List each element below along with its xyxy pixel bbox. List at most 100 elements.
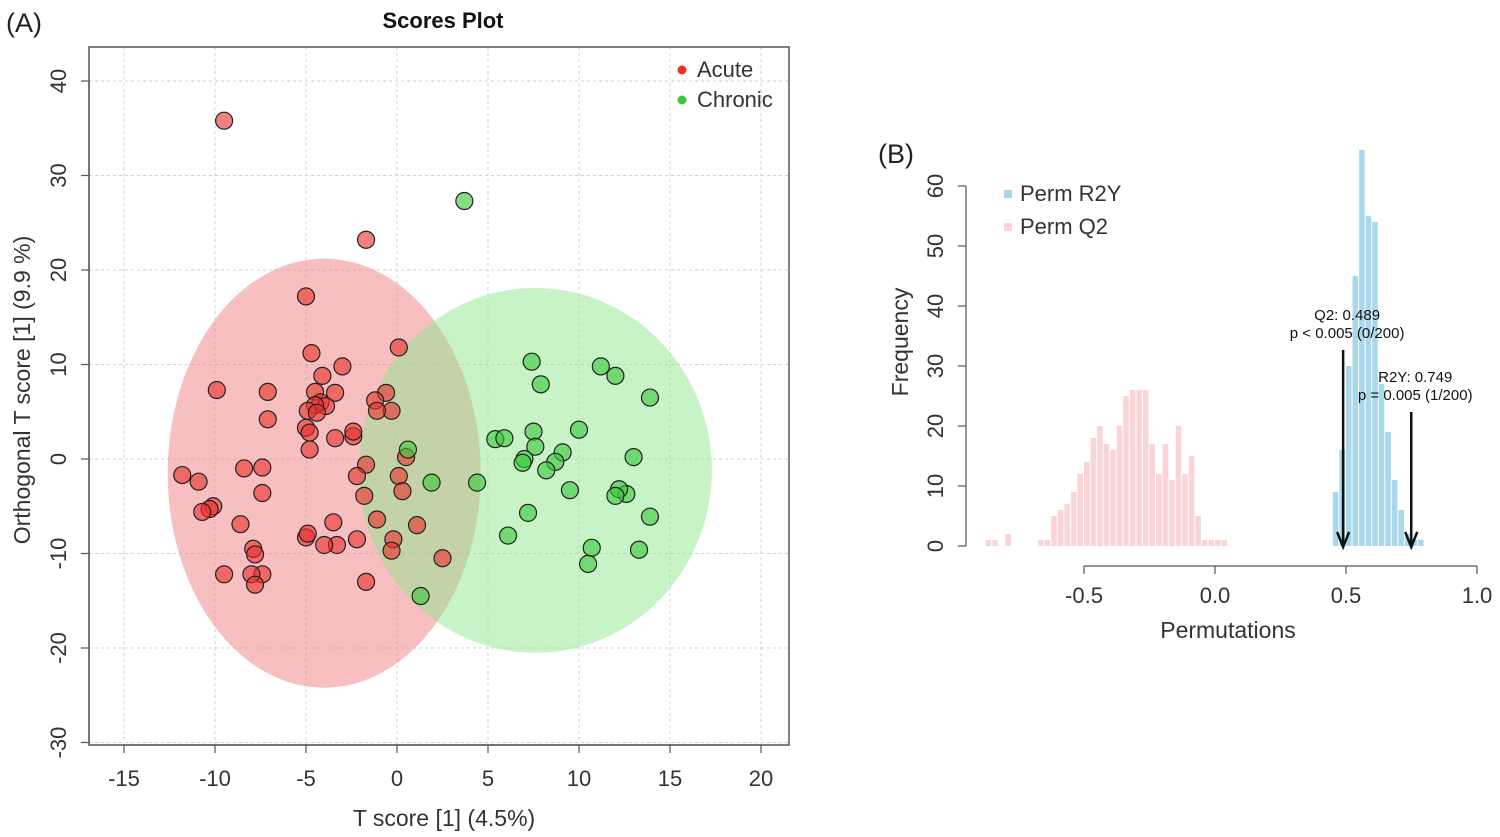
annotation-pvalue: p = 0.005 (1/200) xyxy=(1358,387,1473,404)
acute-point xyxy=(355,486,374,505)
q2-bar xyxy=(1077,474,1083,546)
chronic-point xyxy=(624,448,643,467)
r2y-bar xyxy=(1398,510,1404,546)
scores-x-axis-label: T score [1] (4.5%) xyxy=(353,805,535,831)
q2-bar xyxy=(1188,456,1195,546)
annotation-arrow-head xyxy=(1404,531,1419,551)
x-tick-label: -5 xyxy=(296,766,316,791)
y-tick-label: 40 xyxy=(46,69,71,93)
acute-point xyxy=(356,572,376,591)
scores-plot: Scores Plot -15 -10 -5 0 5 10 15 20 -30 -20 -10 0 10… xyxy=(9,8,790,831)
acute-point xyxy=(367,401,387,420)
q2-bar xyxy=(1110,450,1116,546)
y-tick-label: 0 xyxy=(46,453,71,465)
acute-point xyxy=(315,535,334,555)
acute-point xyxy=(258,382,277,402)
permutation-axes: 0 10 20 30 40 50 60 -0.5 0.0 0.5 1.0 xyxy=(923,174,1492,608)
q2-bar xyxy=(1090,438,1097,546)
q2-bar xyxy=(1070,492,1077,546)
acute-point xyxy=(193,502,212,522)
q2-bar xyxy=(1208,540,1214,546)
q2-bar xyxy=(1123,396,1129,546)
q2-bar xyxy=(1169,480,1175,546)
acute-point xyxy=(326,429,345,448)
q2-bar xyxy=(1215,540,1221,546)
r2y-bar xyxy=(1346,366,1352,546)
acute-point xyxy=(298,524,317,543)
y-tick-label: 30 xyxy=(923,354,948,378)
scores-axes: -15 -10 -5 0 5 10 15 20 -30 -20 -10 0 10 20 30 40 xyxy=(46,69,773,791)
x-tick-label: 1.0 xyxy=(1462,583,1493,608)
x-tick-label: 0.0 xyxy=(1200,583,1231,608)
r2y-bar xyxy=(1385,432,1391,546)
acute-point xyxy=(344,422,363,441)
chronic-point xyxy=(640,507,660,526)
q2-bar xyxy=(1044,540,1051,546)
chronic-point xyxy=(498,526,518,545)
acute-point xyxy=(215,111,234,130)
chronic-point xyxy=(513,453,532,472)
q2-bar xyxy=(1129,390,1136,546)
x-tick-label: -0.5 xyxy=(1065,583,1103,608)
acute-point xyxy=(393,482,412,501)
q2-bar xyxy=(1116,426,1123,546)
scores-points xyxy=(173,111,660,606)
chronic-point xyxy=(569,420,589,439)
r2y-bar xyxy=(1365,216,1372,546)
chronic-point xyxy=(578,554,598,573)
q2-bar xyxy=(1038,540,1044,546)
legend-chronic-label: Chronic xyxy=(697,87,773,112)
y-tick-label: 30 xyxy=(46,163,71,187)
y-tick-label: -30 xyxy=(46,727,71,759)
chronic-point xyxy=(640,388,660,407)
x-tick-label: 0 xyxy=(391,766,403,791)
legend-acute-label: Acute xyxy=(697,57,753,82)
y-tick-label: 10 xyxy=(46,352,71,376)
acute-point xyxy=(235,459,254,478)
chronic-ellipse xyxy=(358,287,712,653)
acute-point xyxy=(326,383,345,402)
legend-q2-label: Perm Q2 xyxy=(1020,214,1108,239)
y-tick-label: 20 xyxy=(46,258,71,282)
y-tick-label: -10 xyxy=(46,538,71,570)
acute-point xyxy=(347,466,367,486)
chronic-point xyxy=(537,461,556,480)
chronic-point xyxy=(524,422,543,441)
x-tick-label: 10 xyxy=(567,766,591,791)
scores-y-axis-label: Orthogonal T score [1] (9.9 %) xyxy=(9,236,35,545)
acute-point xyxy=(407,516,427,535)
y-tick-label: 60 xyxy=(923,174,948,198)
chronic-point xyxy=(518,503,538,522)
chronic-point xyxy=(531,375,550,394)
chronic-point xyxy=(495,429,514,448)
annotation-pvalue: p < 0.005 (0/200) xyxy=(1290,325,1405,342)
x-tick-label: 0.5 xyxy=(1331,583,1362,608)
chronic-point xyxy=(560,481,580,500)
y-tick-label: -20 xyxy=(46,632,71,664)
q2-bar xyxy=(1162,444,1169,546)
y-tick-label: 0 xyxy=(923,540,948,552)
acute-point xyxy=(307,403,327,422)
acute-point xyxy=(300,440,319,459)
chronic-point xyxy=(526,437,545,456)
legend-r2y-label: Perm R2Y xyxy=(1020,181,1122,206)
r2y-bar xyxy=(1378,384,1385,546)
x-tick-label: -15 xyxy=(108,766,140,791)
chronic-point xyxy=(606,366,625,385)
r2y-bar xyxy=(1332,492,1339,546)
chronic-point xyxy=(422,473,441,492)
r2y-bar xyxy=(1391,480,1398,546)
q2-bar xyxy=(1103,444,1110,546)
acute-point xyxy=(258,410,277,429)
x-tick-label: 15 xyxy=(658,766,682,791)
acute-point xyxy=(382,541,401,560)
q2-bar xyxy=(1195,516,1201,546)
acute-point xyxy=(296,287,316,306)
q2-bar xyxy=(985,540,992,546)
acute-point xyxy=(245,575,265,594)
q2-bar xyxy=(1057,510,1064,546)
legend-r2y-marker xyxy=(1004,190,1012,198)
acute-point xyxy=(207,380,226,400)
